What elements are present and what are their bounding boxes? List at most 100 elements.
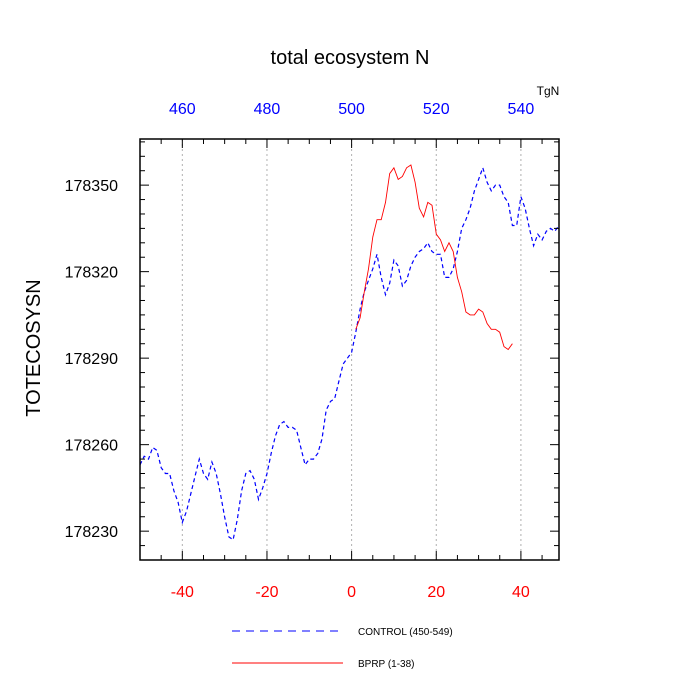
data-point-control: [330, 401, 331, 402]
data-point-bprp: [393, 167, 394, 168]
data-point-control: [283, 421, 284, 422]
data-point-control: [321, 438, 322, 439]
data-point-control: [495, 185, 496, 186]
tick-label-bottom: 0: [347, 584, 356, 601]
data-point-control: [415, 257, 416, 258]
tick-label-top: 460: [169, 101, 196, 118]
data-point-control: [190, 493, 191, 494]
data-point-control: [512, 225, 513, 226]
data-point-control: [457, 251, 458, 252]
data-point-control: [194, 476, 195, 477]
data-point-control: [169, 473, 170, 474]
data-point-control: [465, 219, 466, 220]
data-point-bprp: [457, 277, 458, 278]
data-point-control: [444, 277, 445, 278]
data-point-control: [440, 254, 441, 255]
legend-label-bprp: BPRP (1-38): [358, 659, 415, 670]
data-point-control: [186, 510, 187, 511]
data-point-bprp: [512, 343, 513, 344]
tick-label-left: 178350: [65, 178, 118, 195]
data-point-bprp: [478, 309, 479, 310]
data-point-bprp: [448, 242, 449, 243]
data-point-control: [161, 467, 162, 468]
data-point-control: [211, 461, 212, 462]
data-point-control: [406, 280, 407, 281]
data-point-control: [546, 231, 547, 232]
data-point-control: [182, 522, 183, 523]
data-point-control: [220, 493, 221, 494]
data-point-control: [436, 254, 437, 255]
data-point-control: [393, 260, 394, 261]
data-point-control: [292, 427, 293, 428]
data-point-control: [537, 234, 538, 235]
data-point-control: [207, 479, 208, 480]
data-point-control: [173, 490, 174, 491]
data-point-bprp: [364, 291, 365, 292]
data-point-bprp: [444, 251, 445, 252]
tick-label-left: 178260: [65, 438, 118, 455]
data-point-bprp: [402, 176, 403, 177]
tick-label-left: 178230: [65, 524, 118, 541]
data-point-control: [520, 196, 521, 197]
data-point-control: [431, 251, 432, 252]
top-axis-unit: TgN: [537, 84, 560, 98]
data-point-control: [237, 519, 238, 520]
tick-label-left: 178320: [65, 265, 118, 282]
data-point-control: [461, 228, 462, 229]
data-point-bprp: [470, 314, 471, 315]
data-point-control: [427, 242, 428, 243]
data-point-control: [423, 248, 424, 249]
data-point-control: [554, 231, 555, 232]
data-point-control: [368, 280, 369, 281]
data-point-control: [148, 458, 149, 459]
data-point-bprp: [440, 239, 441, 240]
data-point-control: [381, 277, 382, 278]
data-point-control: [245, 473, 246, 474]
data-point-bprp: [508, 349, 509, 350]
data-point-control: [152, 447, 153, 448]
data-point-control: [271, 453, 272, 454]
data-point-control: [385, 294, 386, 295]
data-point-control: [224, 516, 225, 517]
data-point-control: [541, 239, 542, 240]
data-point-control: [376, 254, 377, 255]
data-point-bprp: [355, 329, 356, 330]
tick-label-top: 480: [254, 101, 281, 118]
data-point-control: [288, 427, 289, 428]
data-point-bprp: [381, 219, 382, 220]
data-point-bprp: [398, 179, 399, 180]
data-point-control: [499, 185, 500, 186]
data-point-control: [156, 450, 157, 451]
data-point-bprp: [419, 208, 420, 209]
data-point-bprp: [503, 346, 504, 347]
data-point-bprp: [410, 164, 411, 165]
data-point-control: [448, 277, 449, 278]
data-point-control: [410, 265, 411, 266]
legend-label-control: CONTROL (450-549): [358, 627, 453, 638]
data-point-control: [338, 381, 339, 382]
tick-label-bottom: -40: [171, 584, 194, 601]
data-point-bprp: [389, 173, 390, 174]
tick-label-bottom: 20: [427, 584, 445, 601]
data-point-control: [516, 225, 517, 226]
data-point-control: [199, 458, 200, 459]
data-point-control: [343, 363, 344, 364]
data-point-control: [503, 196, 504, 197]
data-point-control: [453, 268, 454, 269]
data-point-control: [529, 228, 530, 229]
data-point-bprp: [482, 311, 483, 312]
plot-frame: [139, 138, 560, 561]
data-point-control: [482, 167, 483, 168]
data-point-control: [525, 208, 526, 209]
data-point-control: [470, 208, 471, 209]
data-point-bprp: [423, 216, 424, 217]
chart-title: total ecosystem N: [271, 47, 430, 69]
tick-marks: [140, 139, 559, 560]
tick-labels: -40 -20 0 20 40 460 480 500 520 540 178230 178260 17…: [65, 101, 535, 601]
data-point-control: [275, 435, 276, 436]
data-point-bprp: [499, 332, 500, 333]
data-point-bprp: [431, 205, 432, 206]
data-point-bprp: [427, 202, 428, 203]
series-group: [139, 164, 560, 541]
series-line-control: [139, 165, 560, 541]
